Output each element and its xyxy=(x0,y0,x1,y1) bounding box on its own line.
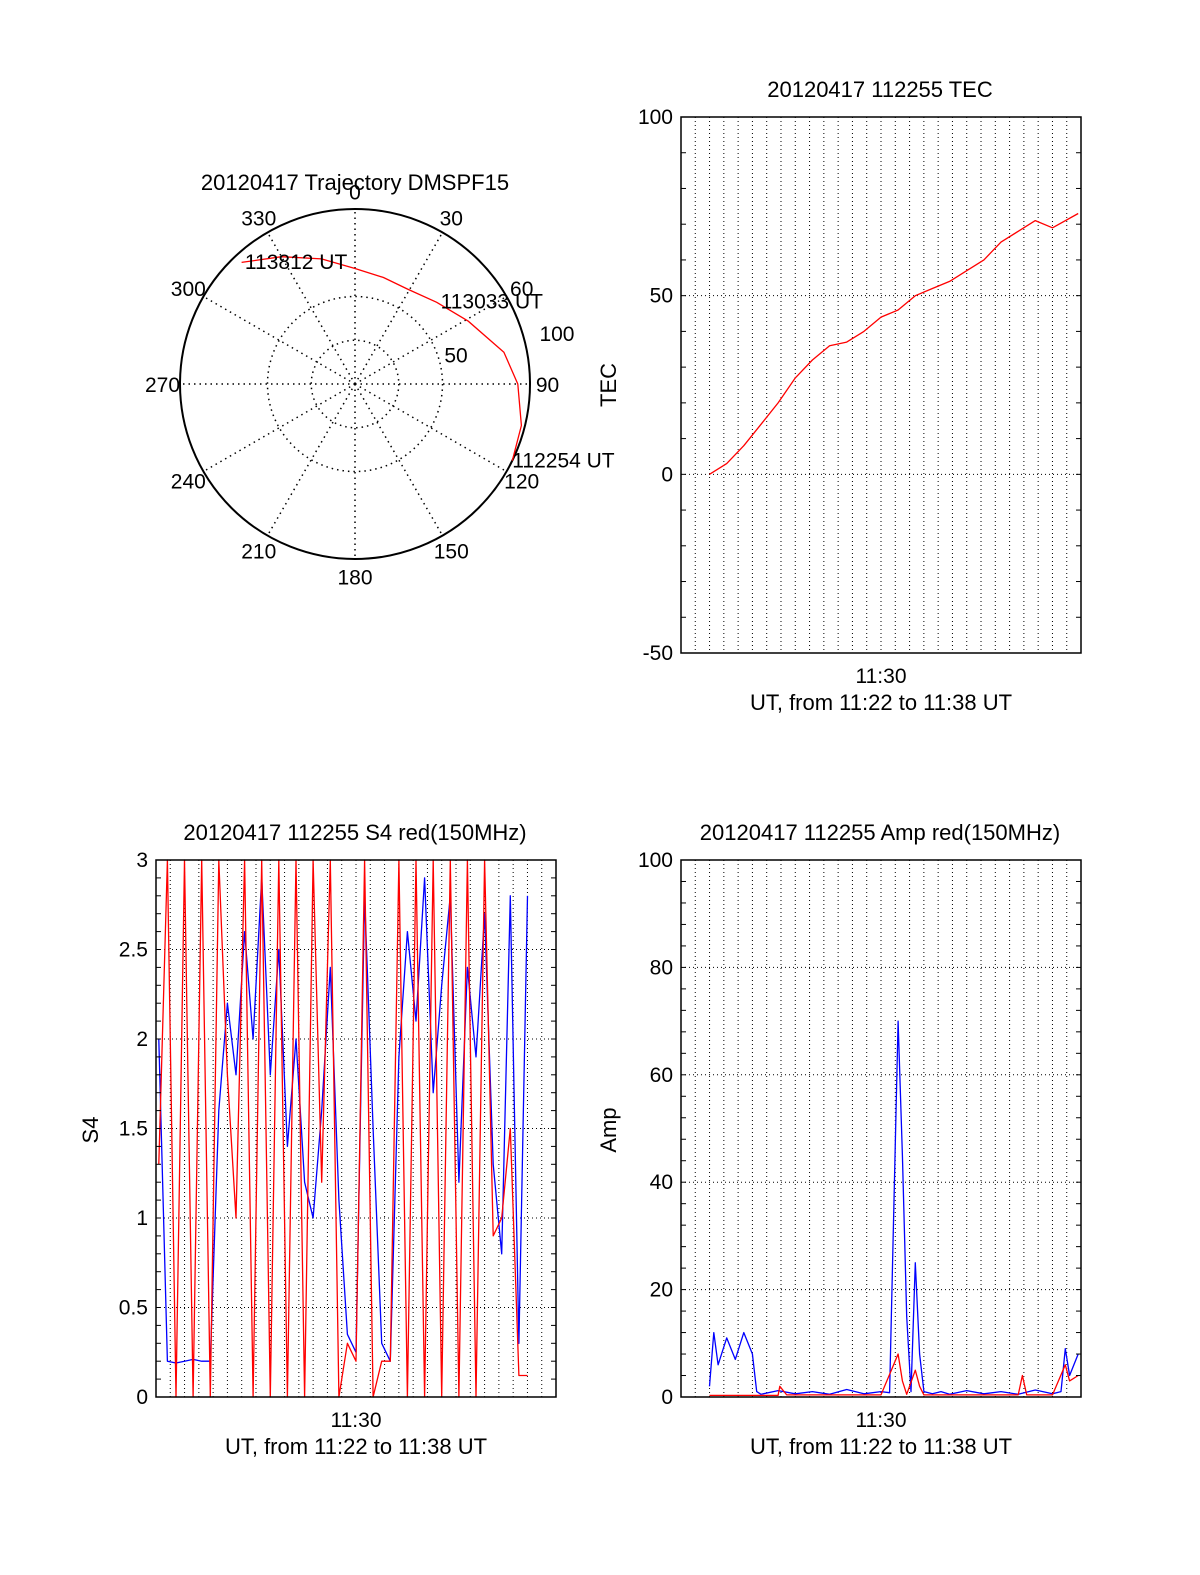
polar-spoke xyxy=(354,383,507,473)
polar-spoke xyxy=(266,383,356,536)
s4-y-tick-label: 1.5 xyxy=(119,1118,148,1141)
s4-y-ticks: 0 0.5 1 1.5 2 2.5 3 xyxy=(119,849,556,1409)
s4-title: 20120417 112255 S4 red(150MHz) xyxy=(183,820,526,845)
tec-series xyxy=(709,212,1079,475)
polar-angle-label: 0 xyxy=(349,182,361,205)
amp-series-blue xyxy=(708,1020,1079,1395)
polar-angle-labels: 0 30 60 90 120 150 180 210 240 270 300 330 xyxy=(145,182,559,590)
tec-y-ticks: -50 0 50 100 xyxy=(638,106,1081,665)
polar-angle-label: 30 xyxy=(440,207,463,230)
polar-angle-label: 150 xyxy=(434,541,469,564)
polar-title: 20120417 Trajectory DMSPF15 xyxy=(201,170,509,195)
tec-frame xyxy=(680,116,1082,654)
polar-radial-label: 100 xyxy=(539,323,574,346)
polar-angle-label: 270 xyxy=(145,374,180,397)
amp-frame xyxy=(680,859,1082,1398)
trajectory-annotation: 113812 UT xyxy=(245,251,348,274)
s4-x-tick: 11:30 xyxy=(331,1409,382,1432)
polar-angle-label: 120 xyxy=(504,470,539,493)
polar-angle-label: 210 xyxy=(241,541,276,564)
tec-x-tick: 11:30 xyxy=(856,665,907,688)
amp-y-tick-label: 20 xyxy=(650,1279,673,1302)
amp-grid xyxy=(681,860,1081,1397)
polar-angle-label: 90 xyxy=(536,374,559,397)
s4-series-blue xyxy=(158,877,529,1364)
trajectory-annotation: 113033 UT xyxy=(441,290,544,313)
polar-outer-circle xyxy=(179,208,531,560)
tec-grid xyxy=(681,117,1081,653)
s4-y-tick-label: 3 xyxy=(136,849,148,872)
polar-ring xyxy=(266,295,444,473)
amp-y-label: Amp xyxy=(596,1107,621,1152)
tec-y-tick-label: 0 xyxy=(661,463,673,486)
trajectory-annotation: 112254 UT xyxy=(512,450,615,473)
tec-y-tick-label: 50 xyxy=(650,285,673,308)
amp-y-tick-label: 60 xyxy=(650,1064,673,1087)
polar-angle-label: 240 xyxy=(171,470,206,493)
amp-x-label: UT, from 11:22 to 11:38 UT xyxy=(750,1434,1012,1459)
polar-spoke xyxy=(203,383,356,473)
s4-x-label: UT, from 11:22 to 11:38 UT xyxy=(225,1434,487,1459)
tec-title: 20120417 112255 TEC xyxy=(767,77,993,102)
polar-trajectory xyxy=(241,256,523,461)
polar-panel: 20120417 Trajectory DMSPF15 0 30 60 90 120 15… xyxy=(145,170,615,590)
tec-y-tick-label: 100 xyxy=(638,106,673,129)
amp-y-ticks: 0 20 40 60 80 100 xyxy=(638,849,1081,1409)
tec-y-tick-label: -50 xyxy=(643,642,673,665)
tec-x-label: UT, from 11:22 to 11:38 UT xyxy=(750,690,1012,715)
s4-y-label: S4 xyxy=(78,1117,103,1144)
polar-ring xyxy=(310,339,400,429)
amp-panel: 20120417 112255 Amp red(150MHz) 0 20 40 60 8… xyxy=(596,820,1082,1459)
amp-y-tick-label: 0 xyxy=(661,1386,673,1409)
s4-y-tick-label: 2.5 xyxy=(119,939,148,962)
polar-angle-label: 300 xyxy=(171,278,206,301)
amp-y-tick-label: 80 xyxy=(650,956,673,979)
s4-y-tick-label: 1 xyxy=(136,1207,148,1230)
tec-series-red xyxy=(709,212,1079,475)
polar-grid xyxy=(180,209,530,559)
amp-y-tick-label: 40 xyxy=(650,1171,673,1194)
trajectory-line xyxy=(241,256,523,461)
polar-angle-label: 60 xyxy=(510,278,533,301)
s4-panel: 20120417 112255 S4 red(150MHz) 0 0.5 1 1.5 2… xyxy=(78,820,557,1459)
s4-grid xyxy=(156,860,556,1397)
polar-angle-label: 330 xyxy=(241,207,276,230)
polar-radial-label: 50 xyxy=(444,345,467,368)
amp-series xyxy=(708,1020,1079,1397)
s4-y-tick-label: 2 xyxy=(136,1028,148,1051)
s4-y-tick-label: 0 xyxy=(136,1386,148,1409)
s4-y-tick-label: 0.5 xyxy=(119,1297,148,1320)
polar-angle-label: 180 xyxy=(337,567,372,590)
s4-series xyxy=(158,859,529,1398)
amp-x-tick: 11:30 xyxy=(856,1409,907,1432)
amp-title: 20120417 112255 Amp red(150MHz) xyxy=(700,820,1060,845)
polar-radial-labels: 50 100 xyxy=(444,323,574,367)
amp-y-tick-label: 100 xyxy=(638,849,673,872)
s4-series-red xyxy=(158,859,528,1398)
polar-spoke xyxy=(354,383,444,536)
amp-series-red xyxy=(709,1353,1079,1397)
polar-annotations: 113812 UT 113033 UT 112254 UT xyxy=(245,251,615,473)
tec-y-label: TEC xyxy=(596,363,621,407)
tec-panel: 20120417 112255 TEC -50 0 50 100 11:30 UT, … xyxy=(596,77,1082,715)
